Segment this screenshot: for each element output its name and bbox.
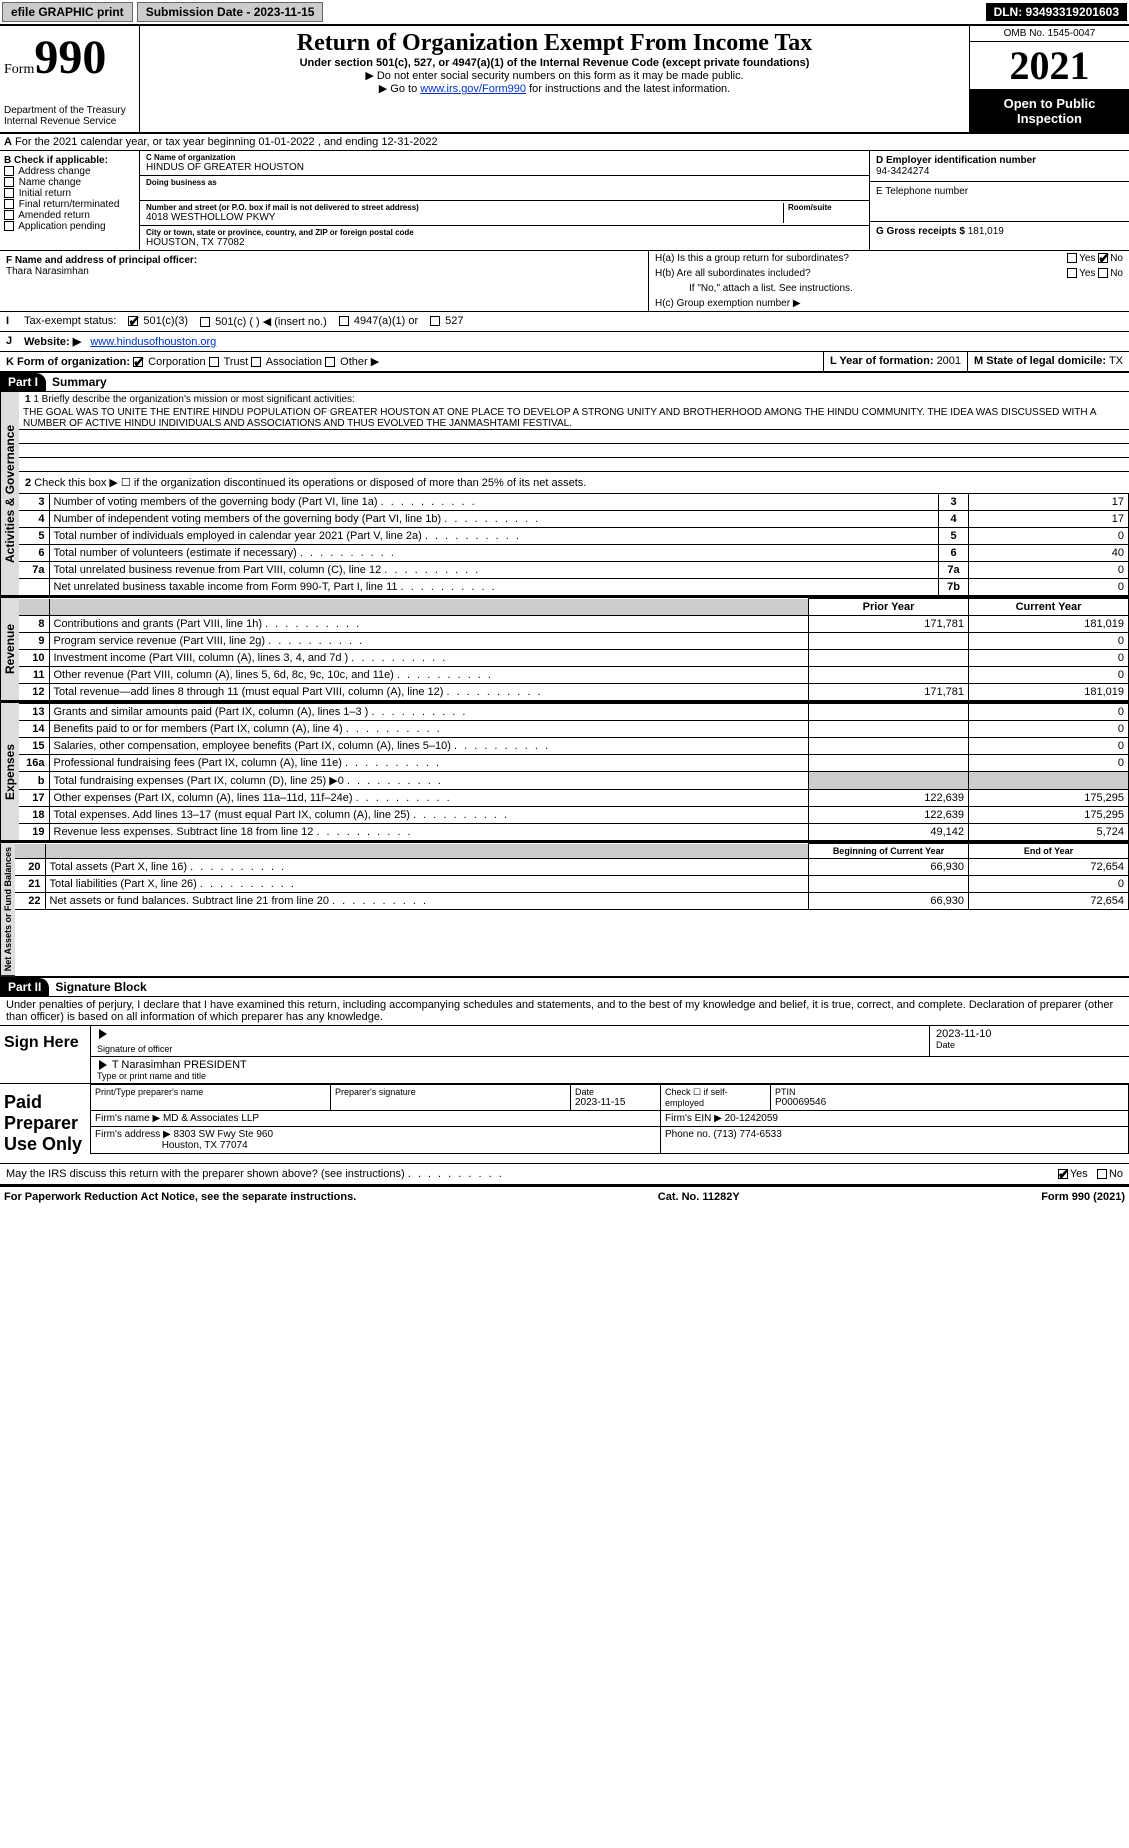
website-link[interactable]: www.hindusofhouston.org <box>90 336 216 348</box>
part1-body: Activities & Governance 1 1 Briefly desc… <box>0 392 1129 598</box>
footer: For Paperwork Reduction Act Notice, see … <box>0 1186 1129 1207</box>
omb-number: OMB No. 1545-0047 <box>970 26 1129 42</box>
mission-text: THE GOAL WAS TO UNITE THE ENTIRE HINDU P… <box>19 407 1129 472</box>
irs-label: Internal Revenue Service <box>4 116 135 127</box>
line-a: A For the 2021 calendar year, or tax yea… <box>0 134 1129 151</box>
table-ag: 3Number of voting members of the governi… <box>19 493 1129 596</box>
gross-receipts: 181,019 <box>968 226 1004 237</box>
dept-label: Department of the Treasury <box>4 105 135 116</box>
form-subtitle: Under section 501(c), 527, or 4947(a)(1)… <box>144 57 965 69</box>
note-ssn: ▶ Do not enter social security numbers o… <box>144 69 965 82</box>
netassets-block: Net Assets or Fund Balances Beginning of… <box>0 843 1129 978</box>
box-deg: D Employer identification number 94-3424… <box>869 151 1129 250</box>
table-netassets: Beginning of Current Year End of Year 20… <box>15 843 1129 910</box>
checkbox-icon[interactable] <box>4 221 14 231</box>
checkbox-icon[interactable] <box>4 199 14 209</box>
box-b: B Check if applicable: Address change Na… <box>0 151 140 250</box>
section-bcdeg: B Check if applicable: Address change Na… <box>0 151 1129 251</box>
tab-activities: Activities & Governance <box>0 392 19 596</box>
line1-label: 1 1 Briefly describe the organization's … <box>19 392 1129 407</box>
tab-netassets: Net Assets or Fund Balances <box>0 843 15 976</box>
topbar: efile GRAPHIC print Submission Date - 20… <box>0 0 1129 24</box>
ein-value: 94-3424274 <box>876 166 1123 177</box>
efile-button[interactable]: efile GRAPHIC print <box>2 2 133 22</box>
sign-here-block: Sign Here Signature of officer 2023-11-1… <box>0 1026 1129 1084</box>
preparer-table: Print/Type preparer's name Preparer's si… <box>90 1084 1129 1154</box>
principal-officer: Thara Narasimhan <box>6 266 642 277</box>
no-checkbox[interactable] <box>1098 253 1108 263</box>
expenses-block: Expenses 13Grants and similar amounts pa… <box>0 703 1129 843</box>
form-title: Return of Organization Exempt From Incom… <box>144 30 965 57</box>
checkbox-icon[interactable] <box>4 166 14 176</box>
row-j: J Website: ▶ www.hindusofhouston.org <box>0 332 1129 352</box>
submission-date: Submission Date - 2023-11-15 <box>137 2 324 22</box>
officer-name: T Narasimhan PRESIDENT <box>112 1059 247 1071</box>
form-number: 990 <box>34 31 106 84</box>
dln-label: DLN: 93493319201603 <box>986 3 1127 21</box>
checkbox-icon[interactable] <box>4 177 14 187</box>
line2: 2 Check this box ▶ ☐ if the organization… <box>19 472 1129 493</box>
org-address: 4018 WESTHOLLOW PKWY <box>146 212 783 223</box>
arrow-icon <box>99 1029 107 1039</box>
arrow-icon <box>99 1060 107 1070</box>
sig-date-val: 2023-11-10 <box>936 1028 1123 1040</box>
revenue-block: Revenue Prior Year Current Year 8Contrib… <box>0 598 1129 703</box>
part1-header: Part I Summary <box>0 373 1129 392</box>
tab-expenses: Expenses <box>0 703 19 841</box>
org-name: HINDUS OF GREATER HOUSTON <box>146 162 863 173</box>
checkbox-icon[interactable] <box>4 210 14 220</box>
row-klm: K Form of organization: Corporation Trus… <box>0 352 1129 373</box>
tax-year: 2021 <box>970 42 1129 90</box>
checkbox-icon[interactable] <box>4 188 14 198</box>
discuss-row: May the IRS discuss this return with the… <box>0 1164 1129 1186</box>
paid-preparer-block: Paid Preparer Use Only Print/Type prepar… <box>0 1084 1129 1164</box>
part2-header: Part II Signature Block <box>0 978 1129 997</box>
form-label: Form <box>4 62 34 77</box>
public-inspection: Open to Public Inspection <box>970 90 1129 132</box>
box-c: C Name of organization HINDUS OF GREATER… <box>140 151 869 250</box>
instructions-link[interactable]: www.irs.gov/Form990 <box>420 83 526 95</box>
perjury-text: Under penalties of perjury, I declare th… <box>0 997 1129 1026</box>
tab-revenue: Revenue <box>0 598 19 701</box>
row-i: I Tax-exempt status: 501(c)(3) 501(c) ( … <box>0 312 1129 332</box>
firm-name: MD & Associates LLP <box>163 1113 259 1124</box>
org-city: HOUSTON, TX 77082 <box>146 237 863 248</box>
note-link: ▶ Go to www.irs.gov/Form990 for instruct… <box>144 82 965 95</box>
section-fh: F Name and address of principal officer:… <box>0 251 1129 312</box>
form-header: Form990 Department of the Treasury Inter… <box>0 24 1129 134</box>
table-expenses: 13Grants and similar amounts paid (Part … <box>19 703 1129 841</box>
table-revenue: Prior Year Current Year 8Contributions a… <box>19 598 1129 701</box>
